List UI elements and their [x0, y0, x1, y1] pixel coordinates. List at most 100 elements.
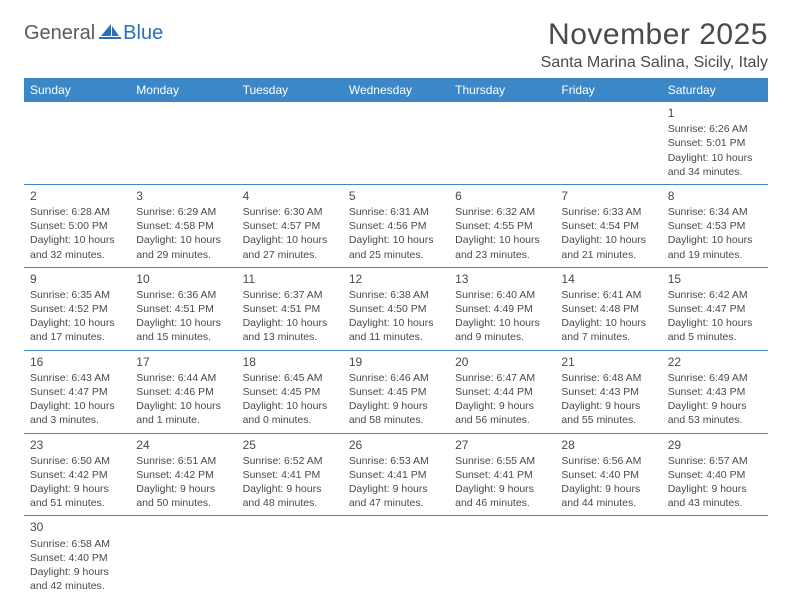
- calendar-empty-cell: [237, 516, 343, 598]
- daylight-text: Daylight: 10 hours and 3 minutes.: [30, 399, 124, 427]
- calendar-day-cell: 4Sunrise: 6:30 AMSunset: 4:57 PMDaylight…: [237, 184, 343, 267]
- sunset-text: Sunset: 4:51 PM: [136, 302, 230, 316]
- sunrise-text: Sunrise: 6:36 AM: [136, 288, 230, 302]
- weekday-header-row: Sunday Monday Tuesday Wednesday Thursday…: [24, 78, 768, 102]
- calendar-empty-cell: [130, 102, 236, 184]
- day-number: 28: [561, 437, 655, 453]
- daylight-text: Daylight: 10 hours and 23 minutes.: [455, 233, 549, 261]
- sunrise-text: Sunrise: 6:26 AM: [668, 122, 762, 136]
- title-block: November 2025 Santa Marina Salina, Sicil…: [541, 18, 768, 72]
- sunrise-text: Sunrise: 6:55 AM: [455, 454, 549, 468]
- calendar-day-cell: 30 Sunrise: 6:58 AMSunset: 4:40 PMDayligh…: [24, 516, 130, 598]
- day-info: Sunrise: 6:51 AMSunset: 4:42 PMDaylight:…: [136, 454, 230, 511]
- day-info: Sunrise: 6:35 AMSunset: 4:52 PMDaylight:…: [30, 288, 124, 345]
- day-info: Sunrise: 6:33 AMSunset: 4:54 PMDaylight:…: [561, 205, 655, 262]
- sunset-text: Sunset: 4:51 PM: [243, 302, 337, 316]
- location-subtitle: Santa Marina Salina, Sicily, Italy: [541, 54, 768, 72]
- sunrise-text: Sunrise: 6:29 AM: [136, 205, 230, 219]
- daylight-text: Daylight: 10 hours and 21 minutes.: [561, 233, 655, 261]
- sunset-text: Sunset: 5:01 PM: [668, 136, 762, 150]
- weekday-header: Saturday: [662, 78, 768, 102]
- calendar-table: Sunday Monday Tuesday Wednesday Thursday…: [24, 78, 768, 598]
- calendar-page: General Blue November 2025 Santa Marina …: [0, 0, 792, 616]
- calendar-empty-cell: [555, 102, 661, 184]
- calendar-day-cell: 16Sunrise: 6:43 AMSunset: 4:47 PMDayligh…: [24, 350, 130, 433]
- calendar-day-cell: 7Sunrise: 6:33 AMSunset: 4:54 PMDaylight…: [555, 184, 661, 267]
- daylight-text: Daylight: 9 hours and 56 minutes.: [455, 399, 549, 427]
- calendar-day-cell: 18Sunrise: 6:45 AMSunset: 4:45 PMDayligh…: [237, 350, 343, 433]
- daylight-text: Daylight: 9 hours and 51 minutes.: [30, 482, 124, 510]
- day-info: Sunrise: 6:45 AMSunset: 4:45 PMDaylight:…: [243, 371, 337, 428]
- calendar-empty-cell: [449, 102, 555, 184]
- logo: General Blue: [24, 22, 163, 45]
- daylight-text: Daylight: 10 hours and 11 minutes.: [349, 316, 443, 344]
- day-number: 12: [349, 271, 443, 287]
- sunrise-text: Sunrise: 6:47 AM: [455, 371, 549, 385]
- day-info: Sunrise: 6:42 AMSunset: 4:47 PMDaylight:…: [668, 288, 762, 345]
- weekday-header: Monday: [130, 78, 236, 102]
- calendar-day-cell: 26Sunrise: 6:53 AMSunset: 4:41 PMDayligh…: [343, 433, 449, 516]
- day-info: Sunrise: 6:47 AMSunset: 4:44 PMDaylight:…: [455, 371, 549, 428]
- daylight-text: Daylight: 10 hours and 25 minutes.: [349, 233, 443, 261]
- calendar-empty-cell: [237, 102, 343, 184]
- day-number: 10: [136, 271, 230, 287]
- daylight-text: Daylight: 9 hours and 44 minutes.: [561, 482, 655, 510]
- calendar-day-cell: 23Sunrise: 6:50 AMSunset: 4:42 PMDayligh…: [24, 433, 130, 516]
- daylight-text: Daylight: 10 hours and 27 minutes.: [243, 233, 337, 261]
- day-info: Sunrise: 6:58 AMSunset: 4:40 PMDaylight:…: [30, 537, 124, 594]
- month-title: November 2025: [541, 18, 768, 52]
- day-number: 26: [349, 437, 443, 453]
- calendar-day-cell: 20Sunrise: 6:47 AMSunset: 4:44 PMDayligh…: [449, 350, 555, 433]
- calendar-day-cell: 19Sunrise: 6:46 AMSunset: 4:45 PMDayligh…: [343, 350, 449, 433]
- day-info: Sunrise: 6:28 AMSunset: 5:00 PMDaylight:…: [30, 205, 124, 262]
- calendar-week-row: 23Sunrise: 6:50 AMSunset: 4:42 PMDayligh…: [24, 433, 768, 516]
- day-number: 23: [30, 437, 124, 453]
- daylight-text: Daylight: 9 hours and 47 minutes.: [349, 482, 443, 510]
- day-number: 20: [455, 354, 549, 370]
- sunset-text: Sunset: 4:55 PM: [455, 219, 549, 233]
- sunrise-text: Sunrise: 6:34 AM: [668, 205, 762, 219]
- day-number: 21: [561, 354, 655, 370]
- day-info: Sunrise: 6:29 AMSunset: 4:58 PMDaylight:…: [136, 205, 230, 262]
- daylight-text: Daylight: 9 hours and 58 minutes.: [349, 399, 443, 427]
- daylight-text: Daylight: 9 hours and 53 minutes.: [668, 399, 762, 427]
- sunset-text: Sunset: 4:40 PM: [561, 468, 655, 482]
- daylight-text: Daylight: 10 hours and 32 minutes.: [30, 233, 124, 261]
- calendar-day-cell: 24Sunrise: 6:51 AMSunset: 4:42 PMDayligh…: [130, 433, 236, 516]
- day-info: Sunrise: 6:48 AMSunset: 4:43 PMDaylight:…: [561, 371, 655, 428]
- sunset-text: Sunset: 4:53 PM: [668, 219, 762, 233]
- daylight-text: Daylight: 10 hours and 34 minutes.: [668, 151, 762, 179]
- sunrise-text: Sunrise: 6:40 AM: [455, 288, 549, 302]
- calendar-day-cell: 9Sunrise: 6:35 AMSunset: 4:52 PMDaylight…: [24, 267, 130, 350]
- day-number: 24: [136, 437, 230, 453]
- calendar-day-cell: 13Sunrise: 6:40 AMSunset: 4:49 PMDayligh…: [449, 267, 555, 350]
- sunrise-text: Sunrise: 6:49 AM: [668, 371, 762, 385]
- sunrise-text: Sunrise: 6:53 AM: [349, 454, 443, 468]
- logo-sail-icon: [99, 22, 121, 45]
- calendar-empty-cell: [24, 102, 130, 184]
- day-info: Sunrise: 6:44 AMSunset: 4:46 PMDaylight:…: [136, 371, 230, 428]
- day-info: Sunrise: 6:50 AMSunset: 4:42 PMDaylight:…: [30, 454, 124, 511]
- sunrise-text: Sunrise: 6:42 AM: [668, 288, 762, 302]
- day-number: 25: [243, 437, 337, 453]
- sunset-text: Sunset: 4:47 PM: [668, 302, 762, 316]
- sunrise-text: Sunrise: 6:48 AM: [561, 371, 655, 385]
- sunset-text: Sunset: 4:50 PM: [349, 302, 443, 316]
- calendar-empty-cell: [130, 516, 236, 598]
- calendar-empty-cell: [343, 516, 449, 598]
- sunrise-text: Sunrise: 6:43 AM: [30, 371, 124, 385]
- calendar-day-cell: 5Sunrise: 6:31 AMSunset: 4:56 PMDaylight…: [343, 184, 449, 267]
- logo-part1: General: [24, 22, 95, 45]
- daylight-text: Daylight: 9 hours and 48 minutes.: [243, 482, 337, 510]
- day-number: 18: [243, 354, 337, 370]
- sunrise-text: Sunrise: 6:46 AM: [349, 371, 443, 385]
- daylight-text: Daylight: 10 hours and 5 minutes.: [668, 316, 762, 344]
- sunset-text: Sunset: 4:44 PM: [455, 385, 549, 399]
- day-number: 30: [30, 519, 124, 535]
- calendar-day-cell: 29Sunrise: 6:57 AMSunset: 4:40 PMDayligh…: [662, 433, 768, 516]
- sunset-text: Sunset: 4:45 PM: [349, 385, 443, 399]
- weekday-header: Sunday: [24, 78, 130, 102]
- calendar-day-cell: 11Sunrise: 6:37 AMSunset: 4:51 PMDayligh…: [237, 267, 343, 350]
- daylight-text: Daylight: 9 hours and 50 minutes.: [136, 482, 230, 510]
- day-number: 5: [349, 188, 443, 204]
